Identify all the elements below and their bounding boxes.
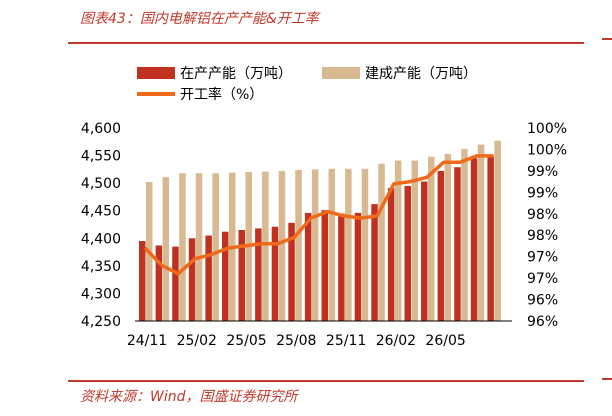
- x-tick-label: 25/02: [177, 333, 217, 349]
- x-tick-label: 24/11: [127, 333, 167, 349]
- chart-title: 图表43：国内电解铝在产产能&开工率: [80, 11, 319, 27]
- x-tick-label: 25/11: [326, 333, 366, 349]
- bar-production: [139, 241, 146, 321]
- bar-built: [179, 173, 186, 321]
- bar-production: [354, 212, 362, 321]
- legend-swatch-built: [322, 67, 360, 79]
- left-tick-label: 4,300: [81, 286, 121, 302]
- left-tick-label: 4,350: [81, 259, 121, 275]
- x-ticks: 24/11 25/02 25/05 25/08 25/11 26/02 26/05: [127, 333, 466, 349]
- bar-built: [311, 169, 319, 321]
- left-tick-label: 4,250: [81, 314, 121, 330]
- bar-built: [428, 156, 435, 321]
- bar-production: [304, 212, 312, 321]
- x-tick-label: 25/08: [276, 333, 316, 349]
- bar-production: [338, 213, 345, 321]
- bar-production: [172, 246, 179, 321]
- x-tick-label: 26/05: [425, 333, 465, 349]
- bar-built: [461, 149, 468, 321]
- edge-divider-top: [602, 38, 612, 40]
- bar-production: [271, 226, 279, 321]
- bar-built: [444, 153, 452, 321]
- bars-production: [139, 155, 494, 321]
- right-tick-label: 97%: [527, 271, 558, 287]
- edge-divider-bottom: [602, 378, 612, 380]
- right-tick-label: 98%: [527, 228, 558, 244]
- left-tick-label: 4,600: [81, 121, 121, 137]
- x-tick-label: 25/05: [226, 333, 266, 349]
- right-tick-label: 100%: [527, 142, 567, 158]
- bar-production: [404, 185, 411, 321]
- bar-production: [222, 231, 229, 321]
- right-tick-label: 99%: [527, 164, 558, 180]
- bottom-divider: [68, 380, 584, 382]
- right-ticks: 96% 96% 97% 97% 98% 98% 99% 99% 100% 100%: [527, 121, 567, 330]
- bar-built: [345, 168, 352, 321]
- bar-production: [487, 155, 494, 321]
- bar-production: [255, 228, 262, 321]
- right-tick-label: 96%: [527, 314, 558, 330]
- left-ticks: 4,250 4,300 4,350 4,400 4,450 4,500 4,550 4,600: [81, 121, 121, 330]
- bar-built: [328, 168, 335, 321]
- rate-line: [143, 154, 494, 276]
- bar-built: [262, 171, 269, 321]
- bar-production: [205, 235, 212, 321]
- legend-label-built: 建成产能（万吨）: [365, 66, 477, 82]
- legend-swatch-production: [137, 67, 175, 79]
- bar-built: [195, 173, 203, 321]
- left-tick-label: 4,400: [81, 231, 121, 247]
- bar-built: [212, 173, 219, 321]
- right-tick-label: 97%: [527, 250, 558, 266]
- bar-built: [394, 160, 402, 321]
- bar-built: [477, 144, 485, 321]
- bar-production: [288, 222, 295, 321]
- right-tick-label: 99%: [527, 185, 558, 201]
- legend-label-production: 在产产能（万吨）: [180, 66, 292, 82]
- bar-built: [278, 171, 286, 321]
- bar-production: [188, 238, 196, 321]
- left-tick-label: 4,450: [81, 204, 121, 220]
- right-tick-label: 98%: [527, 207, 558, 223]
- legend: 在产产能（万吨） 建成产能（万吨） 开工率（%）: [137, 66, 477, 103]
- bar-built: [494, 140, 501, 321]
- bar-built: [361, 168, 369, 321]
- bar-built: [162, 177, 170, 321]
- bar-production: [321, 210, 328, 321]
- bar-production: [454, 167, 461, 321]
- bar-production: [437, 171, 445, 321]
- right-tick-label: 100%: [527, 121, 567, 137]
- bar-built: [378, 163, 385, 321]
- bar-production: [155, 245, 163, 321]
- legend-label-rate: 开工率（%）: [180, 86, 263, 103]
- bar-built: [295, 169, 302, 321]
- x-tick-label: 26/02: [376, 333, 416, 349]
- bar-production: [470, 158, 478, 321]
- bar-production: [387, 188, 395, 321]
- source-note: 资料来源：Wind，国盛证券研究所: [80, 389, 298, 405]
- right-tick-label: 96%: [527, 293, 558, 309]
- plot-area: [135, 140, 512, 322]
- top-divider: [68, 42, 584, 44]
- bar-production: [371, 204, 378, 321]
- bar-production: [238, 230, 245, 321]
- left-tick-label: 4,550: [81, 149, 121, 165]
- bar-production: [421, 181, 428, 321]
- bar-built: [411, 160, 418, 321]
- left-tick-label: 4,500: [81, 176, 121, 192]
